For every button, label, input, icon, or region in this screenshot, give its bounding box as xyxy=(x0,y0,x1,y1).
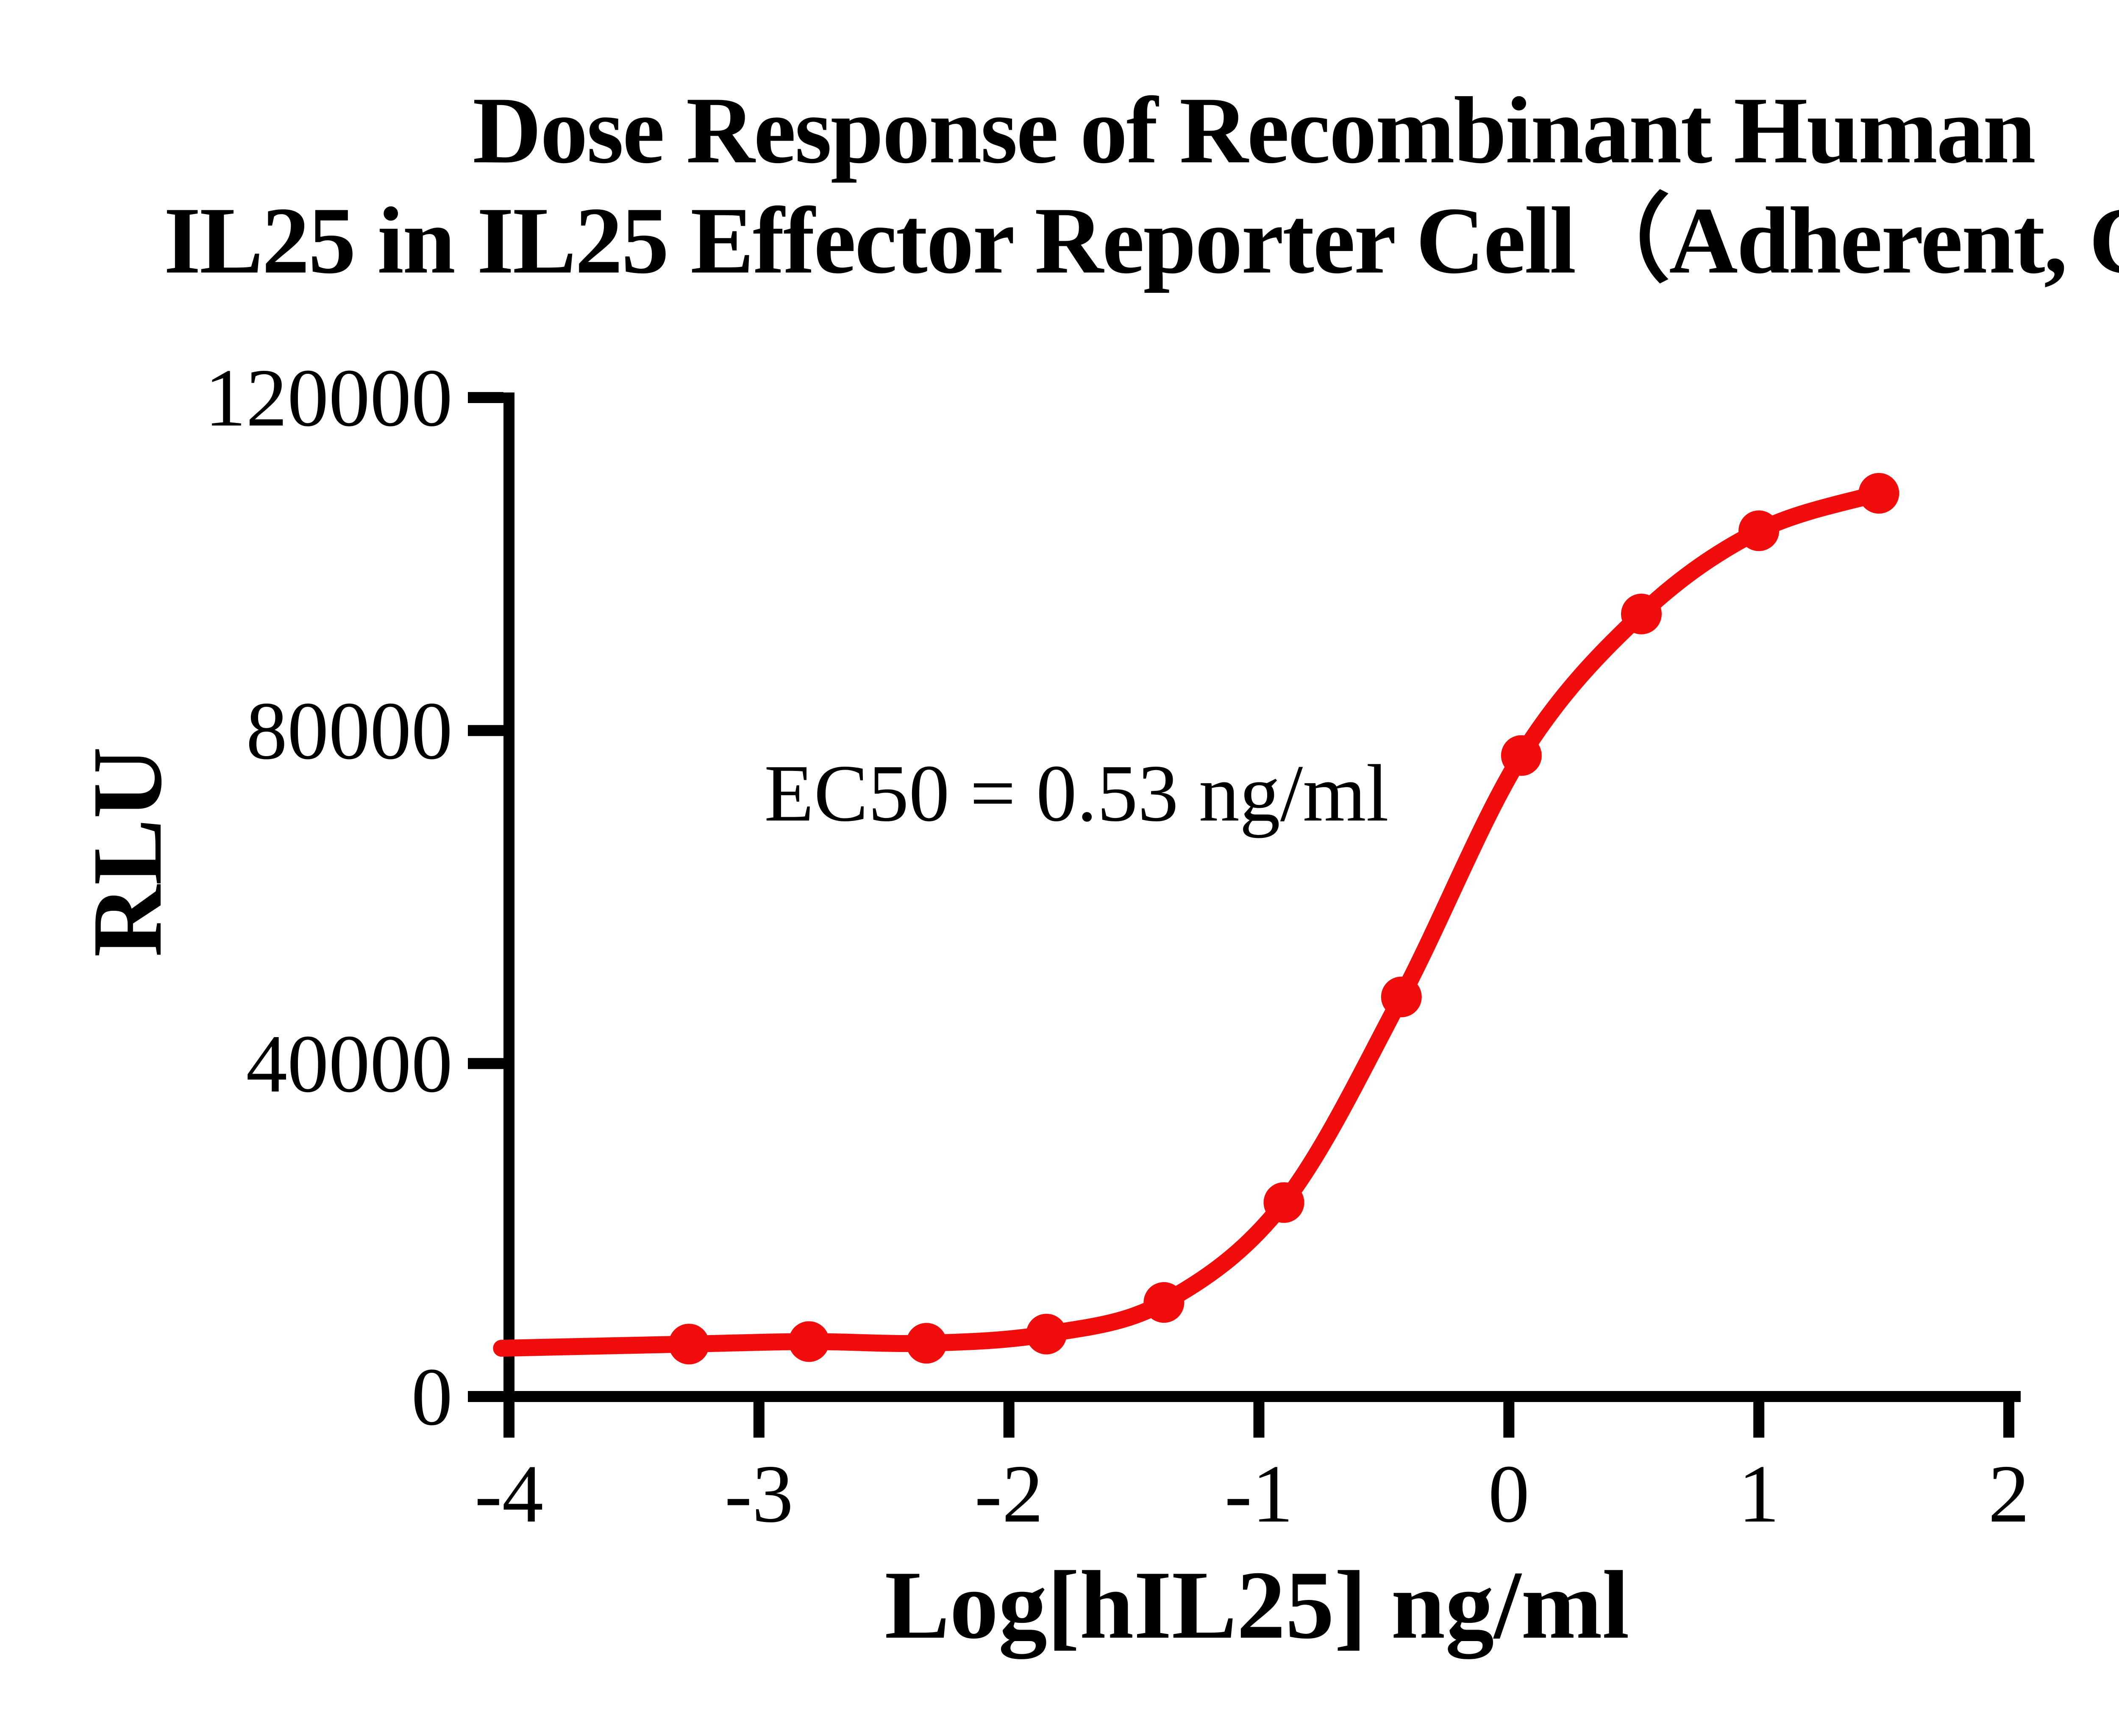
x-axis-line xyxy=(468,1391,2021,1402)
x-tick-label: 2 xyxy=(1988,1448,2030,1540)
data-point-marker xyxy=(1026,1313,1067,1355)
y-axis-line xyxy=(503,392,514,1402)
x-tick-label: 0 xyxy=(1488,1448,1530,1540)
y-tick xyxy=(468,1058,503,1069)
x-axis-label: Log[hIL25] ng/ml xyxy=(884,1551,1630,1659)
data-point-marker xyxy=(1858,473,1899,514)
chart-title-line1: Dose Response of Recombinant Human xyxy=(473,77,2036,183)
x-tick xyxy=(1753,1402,1765,1438)
y-tick xyxy=(468,1391,503,1402)
y-tick-label: 120000 xyxy=(205,352,453,444)
dose-response-curve xyxy=(493,484,1888,1357)
x-tick-label: 1 xyxy=(1738,1448,1780,1540)
x-tick xyxy=(1503,1402,1515,1438)
chart-title-line2: IL25 in IL25 Effector Reporter Cell（Adhe… xyxy=(164,187,2119,293)
x-tick xyxy=(753,1402,765,1438)
data-point-marker xyxy=(1738,510,1780,551)
ec50-annotation: EC50 = 0.53 ng/ml xyxy=(764,748,1389,838)
data-point-marker xyxy=(906,1323,947,1364)
data-point-marker xyxy=(1501,735,1542,776)
x-tick xyxy=(503,1402,514,1438)
x-tick-label: -3 xyxy=(725,1448,793,1540)
y-tick-label: 40000 xyxy=(246,1018,453,1110)
x-tick-label: -4 xyxy=(475,1448,543,1540)
x-tick xyxy=(1253,1402,1265,1438)
data-point-marker xyxy=(1143,1282,1185,1323)
x-tick-label: -1 xyxy=(1224,1448,1293,1540)
data-point-marker xyxy=(1621,593,1662,634)
y-tick-label: 0 xyxy=(412,1351,453,1443)
y-tick xyxy=(468,392,503,403)
data-point-marker xyxy=(1263,1182,1304,1223)
x-tick xyxy=(1003,1402,1015,1438)
y-tick xyxy=(468,725,503,736)
data-point-marker xyxy=(788,1321,829,1362)
data-point-marker xyxy=(668,1324,709,1365)
x-tick xyxy=(2003,1402,2014,1438)
x-tick-label: -2 xyxy=(974,1448,1043,1540)
data-point-marker xyxy=(1381,976,1422,1018)
y-tick-label: 80000 xyxy=(246,685,453,777)
